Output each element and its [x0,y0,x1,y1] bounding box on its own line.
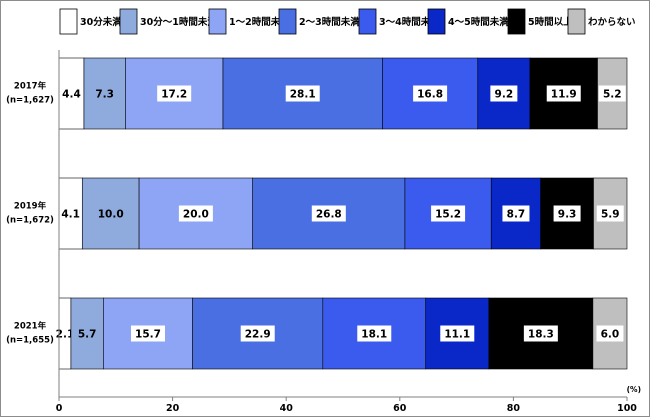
data-label: 8.7 [507,209,526,221]
x-tick-label: 100 [617,403,637,414]
x-tick-label: 80 [507,403,521,414]
legend-swatch [427,8,446,35]
data-label-box [157,85,192,102]
legend-swatch [567,8,586,35]
data-label-box [311,205,346,222]
legend-label: 1～2時間未満 [229,16,290,28]
legend-swatch [278,8,297,35]
legend-swatch [59,8,78,35]
data-label-box [130,325,165,342]
data-label: 16.8 [417,89,443,101]
data-label: 11.9 [551,89,577,101]
x-tick-label: 40 [280,403,294,414]
category-label: (n=1,655) [6,336,54,346]
data-label: 26.8 [316,209,342,221]
data-label-box [240,325,275,342]
data-label: 4.1 [61,209,80,221]
legend-swatch [208,8,227,35]
data-label: 2.1 [56,329,75,341]
legend-swatch [507,8,526,35]
data-label: 6.0 [601,329,620,341]
data-label: 5.7 [78,329,97,341]
data-label-box [490,85,518,102]
category-label: 2021年 [14,321,47,332]
data-label: 7.3 [95,89,114,101]
data-label-box [546,85,581,102]
unit-label: (%) [627,385,641,394]
data-label-box [431,205,466,222]
x-tick-label: 20 [166,403,180,414]
bar-segment [70,297,104,370]
x-tick-label: 0 [56,403,63,414]
category-label: 2019年 [14,201,47,212]
data-label: 11.1 [444,329,470,341]
data-label-box [596,325,624,342]
legend-label: 30分未満 [80,16,122,28]
data-label-box [178,205,213,222]
category-label: (n=1,627) [6,96,54,106]
category-label: 2017年 [14,81,47,92]
legend-label: 2～3時間未満 [299,16,360,28]
data-label: 15.2 [435,209,461,221]
data-label-box [357,325,392,342]
x-tick-label: 60 [393,403,407,414]
data-label: 15.7 [135,329,161,341]
data-label-box [553,205,581,222]
data-label: 9.3 [558,209,577,221]
data-label: 18.3 [528,329,554,341]
data-label: 10.0 [98,209,124,221]
legend-label: 3～4時間未満 [379,16,440,28]
data-label-box [502,205,530,222]
data-label-box [413,85,448,102]
legend-label: 5時間以上 [528,16,573,28]
legend-swatch [119,8,138,35]
data-label: 5.2 [603,89,622,101]
data-label: 28.1 [290,89,316,101]
category-label: (n=1,672) [6,216,54,226]
data-label-box [596,205,624,222]
data-label: 20.0 [183,209,209,221]
data-label-box [440,325,475,342]
legend-label: わからない [588,17,636,28]
legend-label: 4～5時間未満 [448,16,509,28]
bar-segment [58,57,85,130]
legend-swatch [358,8,377,35]
data-label-box [285,85,320,102]
data-label: 17.2 [161,89,187,101]
data-label: 4.4 [62,89,81,101]
data-label: 5.9 [601,209,620,221]
data-label-box [598,85,626,102]
legend-label: 30分～1時間未満 [140,16,217,28]
data-label-box [523,325,558,342]
data-label: 22.9 [245,329,271,341]
bar-segment [81,177,140,250]
data-label: 18.1 [361,329,387,341]
data-label: 9.2 [495,89,514,101]
